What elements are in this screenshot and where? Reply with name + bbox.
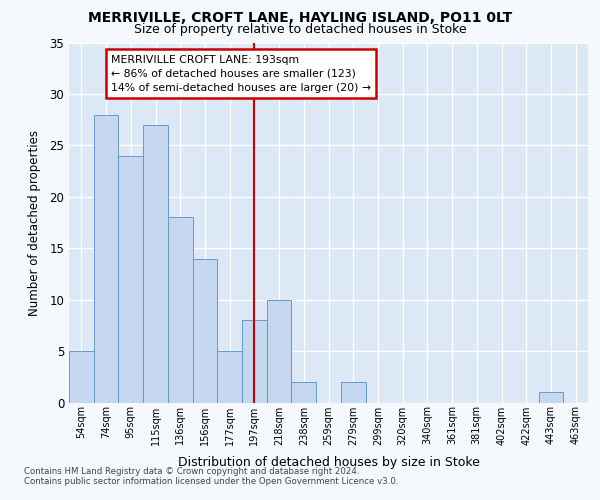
Text: Contains HM Land Registry data © Crown copyright and database right 2024.: Contains HM Land Registry data © Crown c…: [24, 467, 359, 476]
Bar: [94, 114, 118, 403]
Y-axis label: Number of detached properties: Number of detached properties: [28, 130, 41, 316]
Text: Size of property relative to detached houses in Stoke: Size of property relative to detached ho…: [134, 22, 466, 36]
Bar: [292, 382, 316, 402]
Bar: [118, 156, 143, 402]
Text: MERRIVILLE, CROFT LANE, HAYLING ISLAND, PO11 0LT: MERRIVILLE, CROFT LANE, HAYLING ISLAND, …: [88, 12, 512, 26]
Bar: [539, 392, 563, 402]
Bar: [242, 320, 267, 402]
Bar: [193, 258, 217, 402]
Text: Contains public sector information licensed under the Open Government Licence v3: Contains public sector information licen…: [24, 477, 398, 486]
Bar: [143, 125, 168, 402]
Bar: [168, 218, 193, 402]
Bar: [341, 382, 365, 402]
Bar: [267, 300, 292, 403]
Text: MERRIVILLE CROFT LANE: 193sqm
← 86% of detached houses are smaller (123)
14% of : MERRIVILLE CROFT LANE: 193sqm ← 86% of d…: [111, 55, 371, 93]
X-axis label: Distribution of detached houses by size in Stoke: Distribution of detached houses by size …: [178, 456, 479, 469]
Bar: [69, 351, 94, 403]
Bar: [217, 351, 242, 403]
